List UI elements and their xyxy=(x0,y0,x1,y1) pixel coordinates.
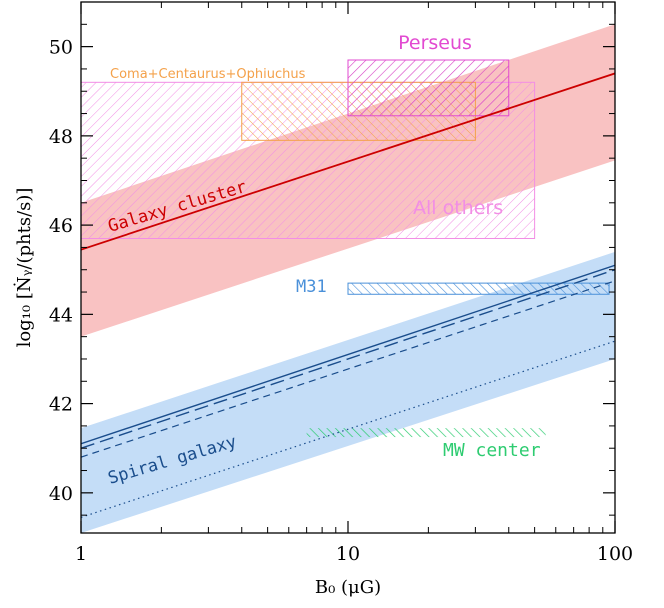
y-tick-label: 46 xyxy=(49,215,73,237)
y-tick-label: 48 xyxy=(49,126,73,148)
y-tick-label: 44 xyxy=(49,304,73,326)
spiral-line-dotted xyxy=(81,340,615,518)
y-tick-label: 50 xyxy=(49,37,73,59)
region-mw-center xyxy=(306,428,546,438)
x-tick-label: 1 xyxy=(75,543,87,565)
spiral-line-solid xyxy=(81,264,615,445)
region-labels: Perseus Coma+Centaurus+Ophiuchus All other… xyxy=(110,32,541,461)
spiral-line-long-dash xyxy=(81,269,615,449)
label-mw-center: MW center xyxy=(443,440,541,461)
label-perseus: Perseus xyxy=(398,32,472,54)
ticks-layer: 40 42 44 46 48 50 1 10 100 xyxy=(49,1,633,565)
spiral-line-short-dash xyxy=(81,280,615,458)
x-axis-title: B₀ (μG) xyxy=(315,577,381,598)
spiral-band xyxy=(81,251,615,533)
y-tick-label: 40 xyxy=(49,483,73,505)
y-tick-label: 42 xyxy=(49,394,73,416)
region-perseus xyxy=(347,59,510,117)
label-m31: M31 xyxy=(296,277,327,297)
lines-layer xyxy=(81,72,615,518)
label-coma: Coma+Centaurus+Ophiuchus xyxy=(110,67,306,82)
x-tick-label: 100 xyxy=(597,543,633,565)
cluster-line xyxy=(81,72,615,251)
x-tick-label: 10 xyxy=(336,543,360,565)
region-m31 xyxy=(347,282,610,295)
regions-layer xyxy=(81,59,610,438)
label-all-others: All others xyxy=(413,197,503,219)
y-axis-title: log₁₀ [Ṅᵧ/(phts/s)] xyxy=(12,188,35,348)
